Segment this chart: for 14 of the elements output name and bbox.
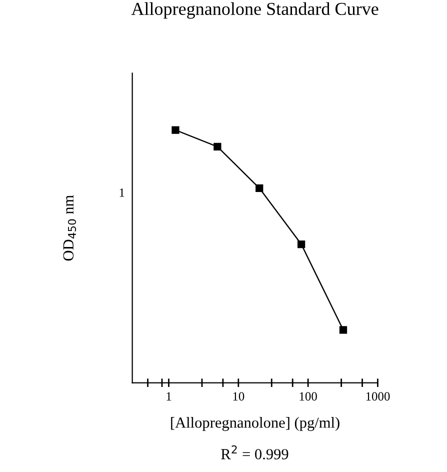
x-axis-title: [Allopregnanolone] (pg/ml) [171, 417, 340, 431]
point [256, 184, 264, 192]
chart-title: Allopregnanolone Standard Curve [131, 2, 378, 19]
point [297, 240, 306, 248]
text: 1 [120, 188, 124, 197]
x-tick-label: 10 [233, 392, 244, 401]
x-tick-label: 1000 [366, 392, 390, 401]
point [172, 126, 180, 134]
point [339, 326, 348, 334]
x-tick-label: 1 [166, 392, 172, 400]
x-tick-label: 100 [300, 392, 317, 401]
y-axis-title: OD$_{450}$ nm [63, 195, 76, 261]
point [214, 142, 222, 151]
text: R$^{2}$ = 0.999 [221, 445, 288, 460]
